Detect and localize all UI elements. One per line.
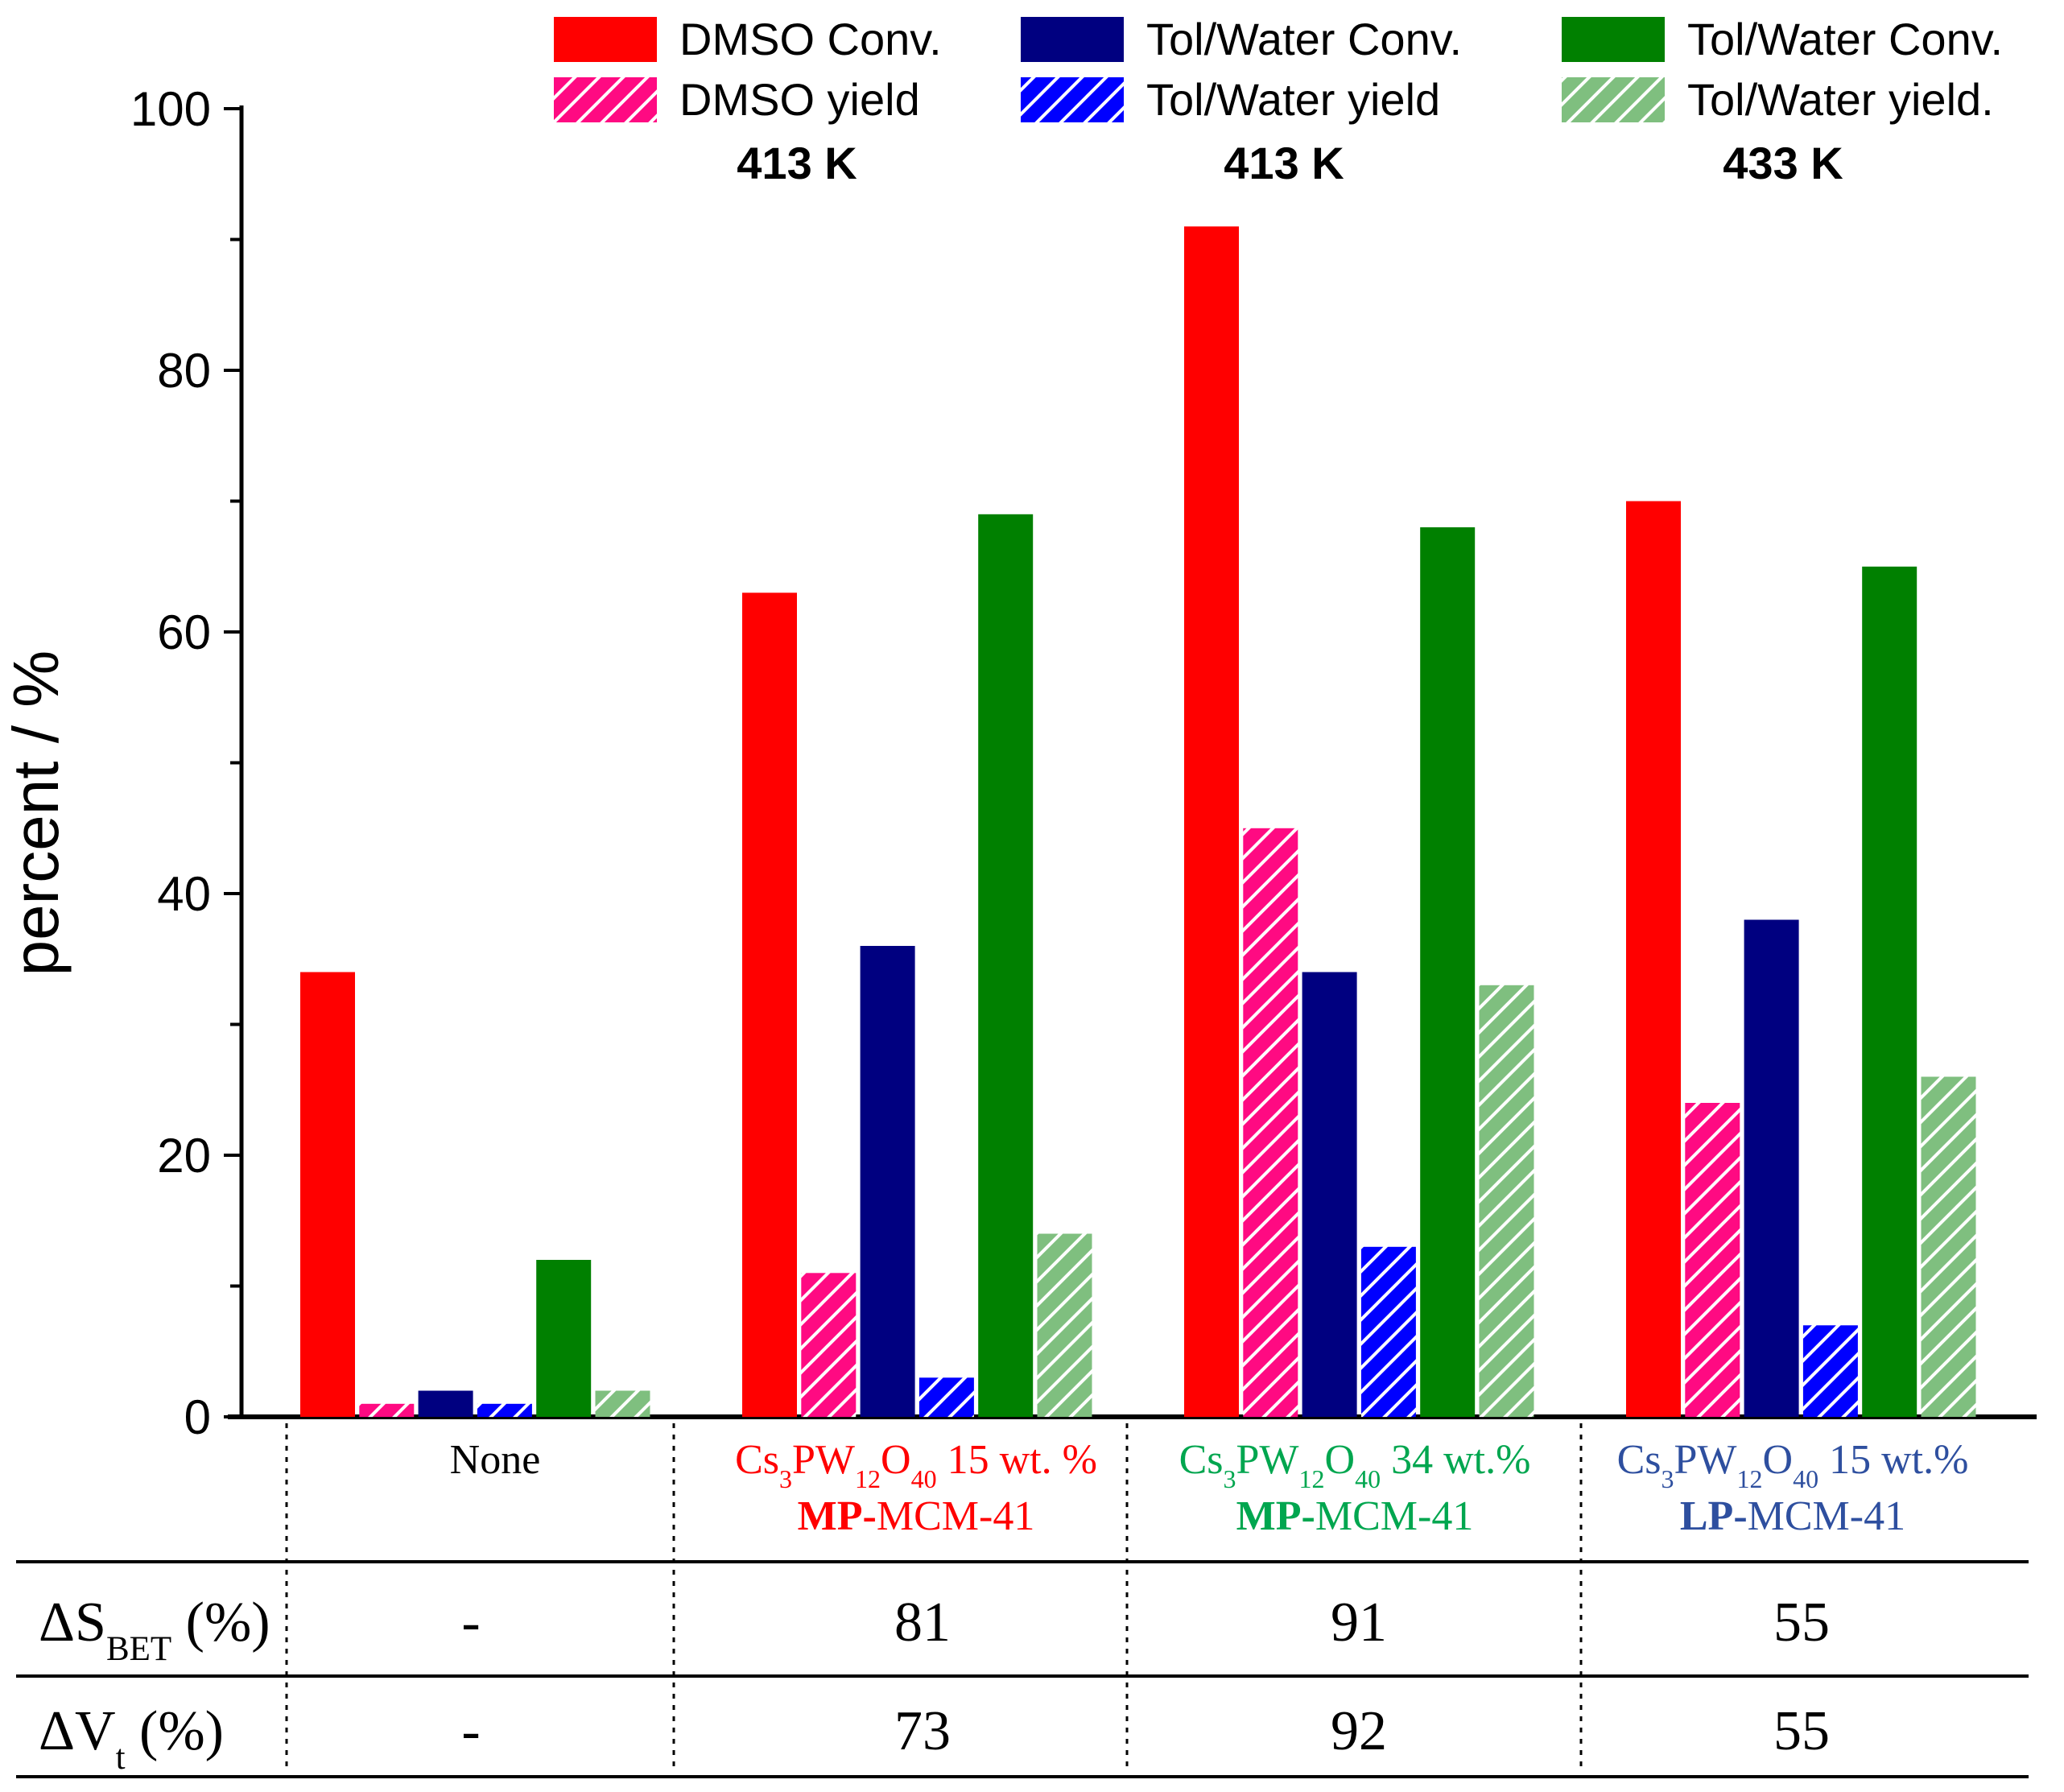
legend-temperature: 413 K (737, 138, 857, 188)
legend-temperature: 433 K (1723, 138, 1843, 188)
table-cell: - (461, 1700, 480, 1762)
legend-swatch (1021, 77, 1124, 122)
y-axis-label: percent / % (0, 650, 72, 977)
legend-label: DMSO Conv. (679, 14, 942, 64)
bar-tol-water-conv-3 (1862, 566, 1917, 1418)
legend-swatch (554, 17, 657, 62)
bar-dmso-yield-1 (801, 1273, 857, 1418)
bar-tol-water-yield-2 (1479, 985, 1534, 1418)
table-cell: - (461, 1592, 480, 1654)
legend-label: Tol/Water Conv. (1687, 14, 2003, 64)
y-tick-label: 80 (157, 344, 211, 398)
bar-tol-water-yield-2 (1360, 1246, 1416, 1418)
bar-dmso-conv-1 (742, 593, 797, 1418)
bar-tol-water-yield-1 (918, 1377, 974, 1418)
bar-tol-water-conv-3 (1744, 919, 1799, 1417)
bar-tol-water-yield-3 (1921, 1076, 1976, 1417)
y-tick-label: 40 (157, 867, 211, 921)
legend-swatch (1021, 17, 1124, 62)
y-tick-label: 20 (157, 1129, 211, 1183)
category-label: None (450, 1437, 541, 1483)
table-cell: 55 (1773, 1700, 1830, 1762)
bar-tol-water-conv-2 (1302, 972, 1357, 1417)
bar-dmso-conv-2 (1184, 226, 1239, 1418)
bar-tol-water-yield-0 (595, 1390, 650, 1417)
category-labels: None Cs3PW12O40 15 wt. %MP-MCM-41Cs3PW12O… (450, 1437, 1969, 1539)
bar-dmso-conv-3 (1626, 501, 1681, 1417)
bar-tol-water-yield-0 (477, 1403, 532, 1418)
category-label: MP-MCM-41 (798, 1493, 1035, 1539)
bar-tol-water-conv-1 (860, 946, 915, 1417)
table-row-label: ΔSBET (%) (39, 1592, 270, 1668)
table-cell: 92 (1331, 1700, 1387, 1762)
table-cell: 91 (1331, 1592, 1387, 1654)
category-label: Cs3PW12O40 15 wt.% (1617, 1437, 1969, 1493)
legend-swatch (554, 77, 657, 122)
bar-dmso-yield-0 (359, 1403, 415, 1418)
category-label: Cs3PW12O40 15 wt. % (735, 1437, 1097, 1493)
table-row-label: ΔVt (%) (39, 1700, 224, 1777)
legend-label: Tol/Water yield (1146, 74, 1440, 125)
legend-swatch (1562, 77, 1665, 122)
y-tick-label: 0 (184, 1390, 211, 1444)
legend: DMSO Conv. DMSO yield Tol/Water Conv. Tol/W… (554, 14, 2003, 188)
bar-dmso-yield-2 (1243, 828, 1298, 1418)
bar-tol-water-conv-1 (978, 514, 1034, 1418)
category-label: Cs3PW12O40 34 wt.% (1179, 1437, 1531, 1493)
bars (300, 226, 1976, 1418)
category-label: LP-MCM-41 (1680, 1493, 1905, 1539)
bar-tol-water-conv-2 (1420, 527, 1476, 1417)
bar-tol-water-yield-3 (1802, 1325, 1858, 1418)
bar-tol-water-conv-0 (536, 1260, 592, 1417)
table-cell: 81 (894, 1592, 951, 1654)
table-cell: 55 (1773, 1592, 1830, 1654)
y-tick-label: 60 (157, 605, 211, 659)
legend-temperature: 413 K (1224, 138, 1344, 188)
bar-dmso-conv-0 (300, 972, 355, 1417)
legend-label: DMSO yield (679, 74, 920, 125)
bar-tol-water-yield-1 (1037, 1233, 1092, 1417)
legend-swatch (1562, 17, 1665, 62)
legend-label: Tol/Water yield. (1687, 74, 1994, 125)
y-tick-label: 100 (130, 82, 211, 136)
category-label: MP-MCM-41 (1236, 1493, 1474, 1539)
bar-tol-water-conv-0 (418, 1390, 473, 1417)
table-cell: 73 (894, 1700, 951, 1762)
bar-dmso-yield-3 (1685, 1103, 1740, 1417)
legend-label: Tol/Water Conv. (1146, 14, 1462, 64)
property-table: ΔSBET (%) - 81 91 55 ΔVt (%) - 73 92 55 (16, 1423, 2029, 1778)
